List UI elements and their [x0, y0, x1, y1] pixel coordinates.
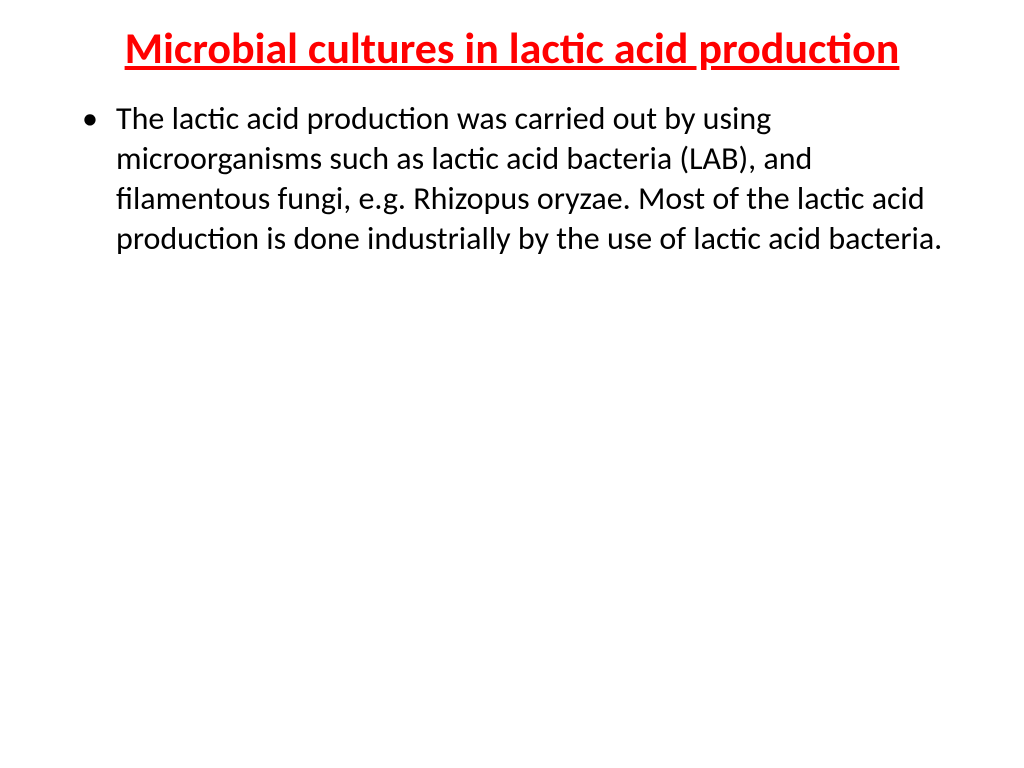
- bullet-list: The lactic acid production was carried o…: [60, 99, 964, 259]
- slide-title: Microbial cultures in lactic acid produc…: [60, 22, 964, 75]
- bullet-item: The lactic acid production was carried o…: [60, 99, 964, 259]
